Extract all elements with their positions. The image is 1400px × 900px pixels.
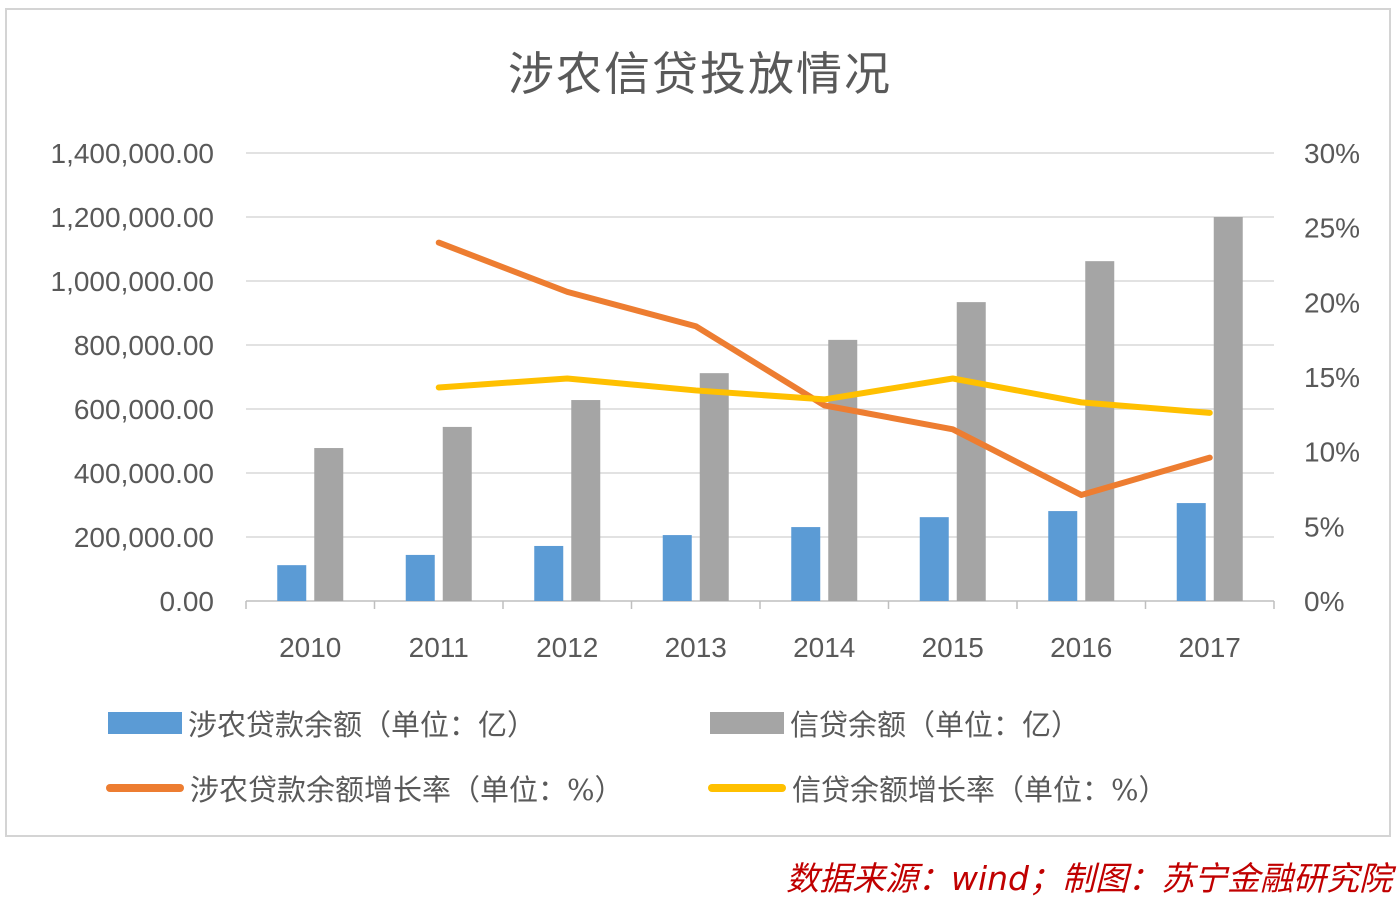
left-axis-tick-label: 600,000.00 (74, 394, 214, 425)
bar-agri-loan (534, 545, 564, 601)
left-axis-tick-label: 200,000.00 (74, 522, 214, 553)
bar-credit (1085, 261, 1115, 601)
bar-agri-loan (662, 535, 692, 601)
right-axis-tick-label: 15% (1304, 362, 1360, 393)
x-axis-tick-label: 2013 (665, 632, 727, 663)
line-series-credit-growth (435, 375, 1213, 416)
bar-credit (571, 400, 601, 601)
right-axis-tick-label: 25% (1304, 213, 1360, 244)
left-axis-tick-label: 0.00 (160, 586, 215, 617)
x-axis-tick-label: 2011 (409, 632, 469, 663)
right-axis-tick-label: 10% (1304, 437, 1360, 468)
bar-agri-loan (1176, 503, 1206, 601)
left-axis-tick-label: 1,200,000.00 (51, 202, 215, 233)
bar-credit (314, 448, 344, 601)
right-axis-tick-label: 20% (1304, 287, 1360, 318)
bar-agri-loan (791, 527, 821, 601)
bar-credit (1213, 217, 1243, 601)
x-axis-tick-label: 2014 (793, 632, 855, 663)
bar-credit (442, 426, 472, 601)
bar-agri-loan (405, 554, 435, 601)
source-note: 数据来源：wind；制图：苏宁金融研究院 (785, 859, 1392, 898)
right-axis-tick-label: 30% (1304, 138, 1360, 169)
x-axis-tick-label: 2017 (1179, 632, 1241, 663)
x-axis-tick-label: 2016 (1050, 632, 1112, 663)
right-axis-tick-label: 0% (1304, 586, 1344, 617)
left-axis-tick-label: 1,000,000.00 (51, 266, 215, 297)
bar-credit (828, 339, 858, 601)
bar-credit (956, 302, 986, 601)
x-axis-tick-label: 2015 (922, 632, 984, 663)
bar-agri-loan (1048, 511, 1078, 601)
bar-agri-loan (277, 565, 307, 601)
x-axis-tick-label: 2010 (279, 632, 341, 663)
left-axis-tick-label: 400,000.00 (74, 458, 214, 489)
line-series-agri-growth (435, 239, 1213, 498)
chart-frame (5, 8, 1391, 837)
bar-credit (699, 373, 729, 601)
bar-agri-loan (919, 517, 949, 601)
left-axis-tick-label: 1,400,000.00 (51, 138, 215, 169)
x-axis-tick-label: 2012 (536, 632, 598, 663)
chart-title: 涉农信贷投放情况 (508, 47, 892, 101)
left-axis-tick-label: 800,000.00 (74, 330, 214, 361)
right-axis-tick-label: 5% (1304, 511, 1344, 542)
